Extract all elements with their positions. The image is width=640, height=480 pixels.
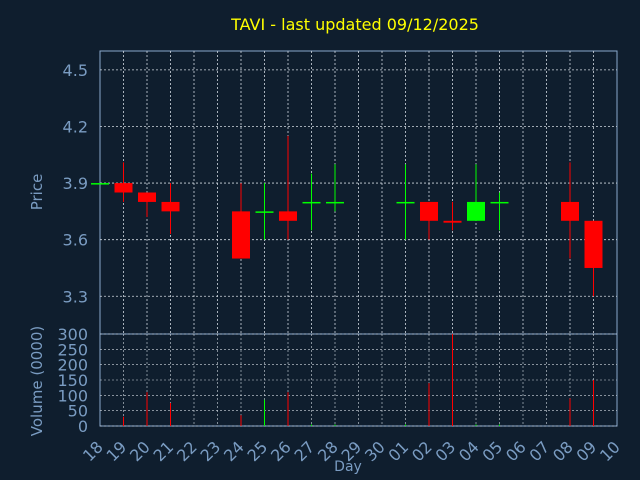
candles (91, 135, 603, 297)
x-axis-label: Day (334, 459, 362, 475)
volume-tick-label: 0 (78, 417, 88, 436)
price-tick-label: 3.9 (63, 174, 88, 193)
volume-tick-label: 100 (57, 386, 88, 405)
volume-axis-label: Volume (0000) (28, 326, 46, 436)
price-tick-label: 3.3 (63, 287, 88, 306)
price-grid (100, 51, 617, 334)
volume-tick-label: 300 (57, 325, 88, 344)
candle-body (443, 220, 462, 223)
candle-body (138, 192, 156, 202)
volume-bars (123, 334, 594, 426)
price-tick-label: 4.2 (63, 117, 88, 136)
candle-body (91, 183, 109, 185)
price-axis-label: Price (28, 174, 46, 211)
price-tick-label: 3.6 (63, 231, 88, 250)
candle-body (326, 201, 344, 204)
x-tick-label: 10 (596, 437, 624, 465)
candle-body (114, 183, 133, 193)
candle-body (396, 201, 415, 204)
candle-body (161, 201, 180, 212)
candle-body (232, 211, 250, 259)
volume-grid (100, 333, 617, 427)
volume-tick-label: 50 (68, 402, 88, 421)
chart-title: TAVI - last updated 09/12/2025 (230, 15, 479, 34)
candle-body (279, 211, 297, 221)
candle-body (302, 201, 321, 204)
volume-tick-label: 150 (57, 371, 88, 390)
candle-body (584, 220, 603, 268)
price-tick-label: 4.5 (63, 61, 88, 80)
volume-tick-label: 250 (57, 340, 88, 359)
price-axis-ticks: 3.3 3.6 3.9 4.2 4.5 (63, 61, 88, 306)
volume-tick-label: 200 (57, 356, 88, 375)
candle-body (255, 211, 274, 213)
candle-body (467, 201, 485, 221)
candle-body (420, 201, 438, 221)
candle-body (561, 201, 579, 221)
candle-body (490, 201, 509, 204)
